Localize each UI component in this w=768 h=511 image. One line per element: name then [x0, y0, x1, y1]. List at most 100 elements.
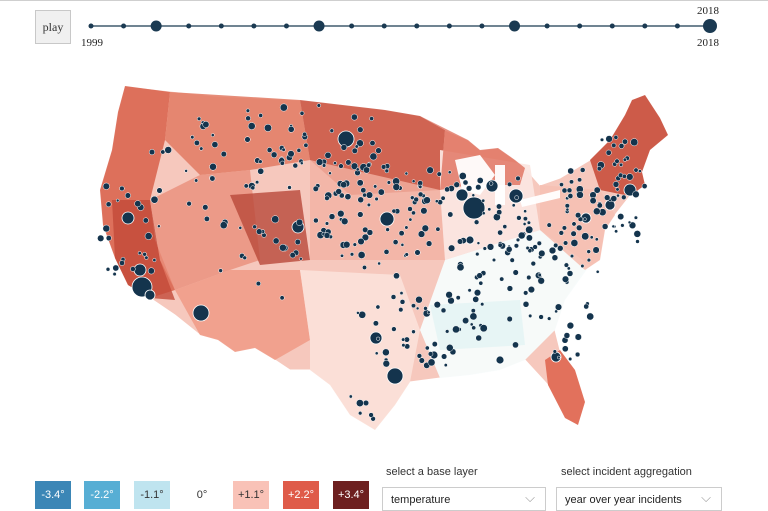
incident-marker[interactable] — [147, 267, 155, 275]
incident-marker[interactable] — [570, 230, 577, 237]
incident-marker[interactable] — [363, 166, 371, 174]
incident-marker[interactable] — [244, 136, 251, 143]
incident-marker[interactable] — [279, 160, 285, 166]
incident-marker[interactable] — [462, 317, 470, 325]
incident-marker[interactable] — [596, 166, 602, 172]
timeline-year-tick[interactable] — [479, 23, 485, 29]
incident-marker[interactable] — [355, 167, 360, 172]
incident-marker[interactable] — [420, 207, 428, 215]
incident-marker[interactable] — [287, 185, 292, 190]
incident-marker[interactable] — [292, 162, 299, 169]
incident-marker[interactable] — [522, 222, 527, 226]
incident-marker[interactable] — [382, 348, 390, 357]
incident-marker[interactable] — [502, 224, 508, 229]
incident-marker[interactable] — [194, 178, 199, 183]
incident-marker[interactable] — [324, 195, 330, 201]
incident-marker[interactable] — [563, 332, 571, 339]
incident-marker[interactable] — [391, 208, 397, 214]
incident-marker[interactable] — [426, 310, 431, 315]
incident-marker[interactable] — [487, 207, 492, 212]
timeline-year-tick[interactable] — [642, 23, 648, 29]
incident-marker[interactable] — [586, 249, 591, 254]
incident-marker[interactable] — [411, 329, 416, 334]
incident-marker[interactable] — [505, 246, 513, 253]
incident-marker[interactable] — [337, 130, 355, 148]
incident-marker[interactable] — [620, 223, 625, 228]
incident-marker[interactable] — [424, 345, 430, 351]
incident-marker[interactable] — [382, 360, 390, 368]
incident-marker[interactable] — [516, 215, 522, 221]
incident-marker[interactable] — [441, 353, 448, 360]
incident-marker[interactable] — [345, 159, 352, 166]
incident-marker[interactable] — [102, 224, 111, 233]
incident-marker[interactable] — [157, 224, 161, 228]
incident-marker[interactable] — [287, 150, 295, 158]
incident-marker[interactable] — [356, 311, 360, 315]
incident-marker[interactable] — [633, 215, 638, 220]
incident-marker[interactable] — [142, 252, 147, 257]
incident-marker[interactable] — [316, 103, 321, 108]
base-layer-select[interactable]: temperature ⌵ — [382, 487, 546, 511]
incident-marker[interactable] — [611, 224, 616, 229]
incident-marker[interactable] — [119, 260, 125, 266]
play-button[interactable]: play — [35, 10, 71, 44]
incident-marker[interactable] — [452, 325, 460, 334]
incident-marker[interactable] — [112, 264, 120, 272]
incident-marker[interactable] — [255, 180, 260, 185]
year-timeline[interactable] — [0, 0, 768, 60]
incident-marker[interactable] — [596, 202, 603, 209]
incident-marker[interactable] — [635, 239, 640, 244]
incident-marker[interactable] — [190, 135, 195, 140]
incident-marker[interactable] — [475, 251, 480, 257]
incident-marker[interactable] — [287, 125, 295, 133]
incident-marker[interactable] — [566, 321, 575, 330]
incident-marker[interactable] — [384, 168, 390, 174]
incident-marker[interactable] — [299, 257, 303, 261]
incident-marker[interactable] — [417, 230, 426, 238]
incident-marker[interactable] — [616, 193, 620, 198]
incident-marker[interactable] — [527, 286, 535, 294]
incident-marker[interactable] — [400, 243, 405, 247]
incident-marker[interactable] — [270, 151, 278, 159]
incident-marker[interactable] — [220, 151, 227, 158]
incident-marker[interactable] — [372, 320, 379, 327]
incident-marker[interactable] — [211, 141, 219, 148]
incident-marker[interactable] — [586, 257, 592, 263]
incident-marker[interactable] — [152, 258, 157, 263]
incident-marker[interactable] — [375, 147, 382, 154]
incident-marker[interactable] — [360, 187, 367, 194]
incident-marker[interactable] — [356, 399, 364, 407]
timeline-year-tick[interactable] — [313, 20, 325, 32]
incident-marker[interactable] — [357, 211, 364, 218]
incident-marker[interactable] — [329, 128, 335, 133]
timeline-year-tick[interactable] — [544, 23, 550, 29]
incident-marker[interactable] — [536, 240, 542, 246]
incident-marker[interactable] — [407, 206, 413, 212]
incident-marker[interactable] — [392, 183, 401, 191]
incident-marker[interactable] — [366, 202, 371, 207]
incident-marker[interactable] — [523, 209, 527, 214]
incident-marker[interactable] — [497, 242, 503, 248]
incident-marker[interactable] — [392, 239, 399, 245]
incident-marker[interactable] — [462, 179, 469, 186]
timeline-year-tick[interactable] — [186, 23, 192, 29]
incident-marker[interactable] — [245, 108, 251, 113]
incident-marker[interactable] — [574, 351, 581, 358]
incident-marker[interactable] — [421, 224, 429, 232]
incident-marker[interactable] — [393, 272, 400, 280]
incident-marker[interactable] — [350, 162, 359, 170]
incident-marker[interactable] — [404, 252, 409, 257]
incident-marker[interactable] — [440, 307, 447, 314]
incident-marker[interactable] — [481, 211, 486, 216]
incident-marker[interactable] — [357, 251, 366, 259]
incident-marker[interactable] — [499, 276, 505, 282]
incident-marker[interactable] — [354, 144, 359, 149]
incident-marker[interactable] — [569, 179, 574, 185]
incident-marker[interactable] — [238, 226, 243, 230]
incident-marker[interactable] — [321, 163, 327, 168]
incident-marker[interactable] — [272, 237, 280, 245]
incident-marker[interactable] — [264, 123, 272, 132]
incident-marker[interactable] — [344, 193, 352, 201]
incident-marker[interactable] — [312, 185, 319, 192]
incident-marker[interactable] — [447, 211, 454, 218]
